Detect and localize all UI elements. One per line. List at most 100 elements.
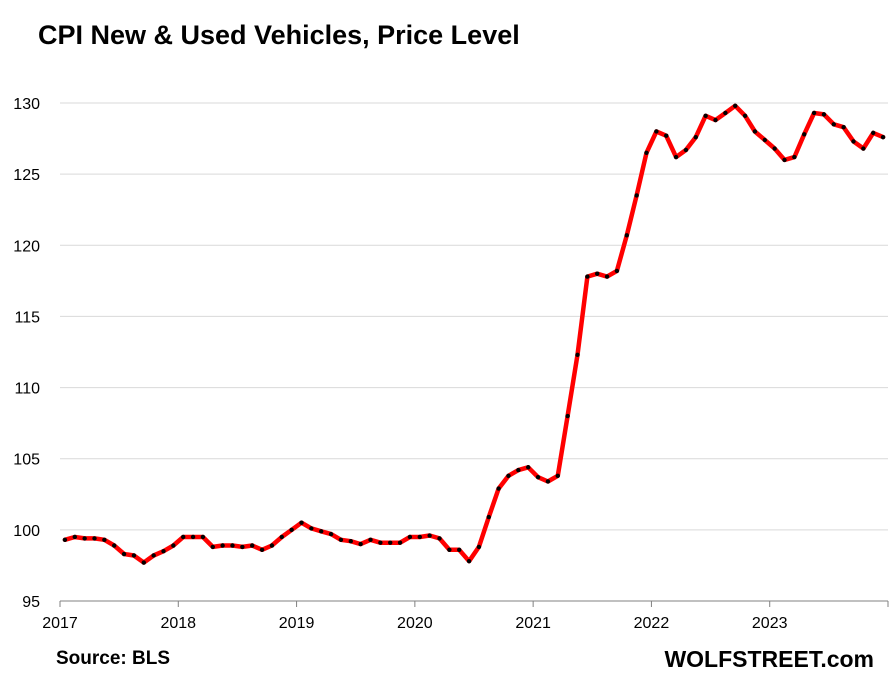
data-point	[802, 132, 807, 137]
data-point	[831, 122, 836, 127]
data-point	[742, 113, 748, 119]
x-tick-label: 2021	[515, 615, 551, 632]
data-point	[693, 134, 698, 140]
data-point	[289, 527, 294, 533]
data-point	[792, 154, 797, 160]
data-point	[624, 233, 629, 238]
x-tick-label: 2023	[752, 615, 788, 632]
data-point	[851, 139, 856, 144]
data-point	[664, 133, 669, 138]
y-tick-label: 125	[13, 167, 40, 184]
data-point	[131, 553, 137, 558]
data-point	[407, 534, 413, 540]
data-point	[634, 193, 639, 198]
data-point	[654, 129, 659, 134]
data-point	[476, 544, 482, 550]
data-point	[161, 549, 166, 554]
data-point	[348, 539, 353, 544]
y-tick-label: 120	[13, 238, 40, 255]
data-point	[200, 534, 206, 540]
x-tick-label: 2022	[634, 615, 670, 632]
source-note: Source: BLS	[56, 648, 171, 669]
data-point	[358, 541, 363, 547]
data-point	[82, 536, 87, 541]
data-point	[151, 553, 156, 558]
data-point	[112, 543, 117, 548]
data-point	[644, 150, 649, 155]
data-point	[861, 146, 866, 151]
data-point	[378, 540, 383, 545]
data-point	[782, 157, 787, 163]
y-tick-label: 115	[14, 309, 40, 326]
x-tick-label: 2019	[279, 615, 315, 632]
data-point	[733, 103, 738, 109]
data-point	[427, 533, 432, 538]
data-point	[269, 543, 275, 548]
data-point	[535, 475, 541, 480]
data-point	[683, 147, 689, 153]
y-tick-label: 110	[14, 381, 40, 398]
data-point	[486, 514, 491, 520]
data-point	[457, 547, 462, 552]
data-point	[466, 558, 472, 564]
data-point	[752, 129, 758, 134]
data-point	[506, 473, 511, 478]
data-point	[299, 520, 304, 525]
data-point	[565, 413, 570, 419]
data-point	[121, 551, 127, 557]
data-point	[250, 543, 255, 548]
data-point	[595, 271, 600, 276]
data-point	[210, 544, 215, 550]
data-point	[220, 543, 225, 548]
gridlines	[60, 102, 888, 531]
data-point	[871, 130, 876, 136]
data-point	[762, 137, 767, 143]
data-point	[230, 543, 235, 548]
x-tick-label: 2017	[42, 615, 78, 632]
data-point	[516, 467, 521, 473]
data-point	[841, 124, 846, 130]
data-point	[880, 134, 886, 140]
data-point	[279, 534, 284, 540]
y-tick-label: 105	[13, 452, 40, 469]
data-point	[319, 529, 324, 534]
data-point	[821, 112, 827, 117]
data-point	[417, 534, 422, 540]
data-point	[368, 537, 373, 543]
data-point	[92, 536, 97, 541]
data-point	[102, 537, 107, 543]
data-point	[397, 540, 403, 545]
y-tick-label: 95	[22, 594, 40, 611]
data-point	[703, 113, 708, 119]
x-tick-label: 2018	[160, 615, 196, 632]
data-point	[338, 537, 344, 543]
data-point	[171, 543, 176, 548]
x-tick-label: 2020	[397, 615, 433, 632]
data-point	[575, 352, 580, 358]
data-point	[190, 534, 196, 540]
data-point	[328, 531, 334, 537]
y-tick-label: 130	[13, 96, 40, 113]
data-point	[614, 268, 620, 274]
data-point	[585, 274, 590, 279]
data-point	[181, 534, 186, 540]
y-axis-ticks: 95 100 105 110 115 120 125 130	[13, 96, 40, 611]
data-point	[526, 465, 531, 470]
data-point	[555, 473, 560, 478]
data-point	[62, 537, 68, 543]
data-point	[447, 547, 452, 552]
data-point	[604, 274, 610, 279]
data-point	[309, 526, 314, 531]
data-point	[811, 110, 817, 116]
data-point	[673, 154, 679, 160]
data-point	[772, 146, 777, 151]
data-point	[496, 486, 501, 491]
brand-watermark: WOLFSTREET.com	[664, 646, 874, 672]
data-point	[723, 110, 728, 116]
data-point	[713, 117, 718, 123]
data-point	[141, 560, 146, 565]
data-point	[437, 536, 442, 541]
chart-title: CPI New & Used Vehicles, Price Level	[38, 20, 520, 50]
data-point	[259, 547, 265, 552]
